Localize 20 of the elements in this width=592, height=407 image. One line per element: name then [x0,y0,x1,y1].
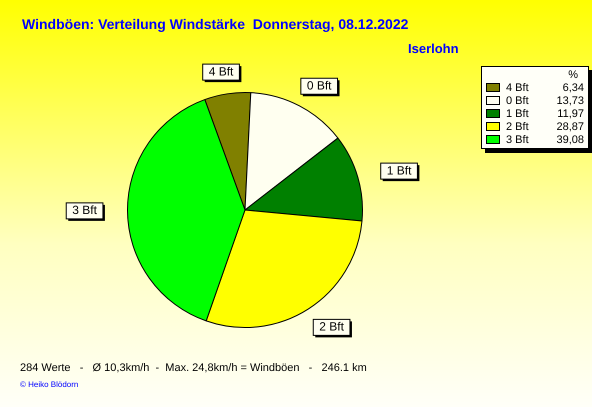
legend-label: 3 Bft [506,134,530,146]
legend-label: 1 Bft [506,108,530,120]
chart-title: Windböen: Verteilung Windstärke Donnerstag, 08.12.2022 [22,16,408,32]
text: 284 Werte - Ø 10,3km/h - Max. 24,8km/h = Windböen - 246.1 km [20,362,367,374]
data-label: 6,34 [562,82,584,94]
slice-label: 1 Bft [386,163,412,178]
slice-label: 0 Bft [306,78,332,93]
legend-label: 2 Bft [506,120,530,132]
slice-label: 2 Bft [319,320,345,334]
data-label: 28,87 [555,120,584,132]
slice-label: 4 Bft [208,64,234,78]
data-label: 11,97 [556,108,584,120]
legend-label: 4 Bft [506,82,530,94]
text: © Heiko Blödorn [20,380,78,389]
legend-title: % [567,69,579,81]
legend-label: 0 Bft [506,94,530,106]
slice-label: 3 Bft [72,203,98,218]
chart-subtitle: Iserlohn [408,41,459,56]
data-label: 13,73 [555,94,584,106]
data-label: 39,08 [555,134,584,146]
